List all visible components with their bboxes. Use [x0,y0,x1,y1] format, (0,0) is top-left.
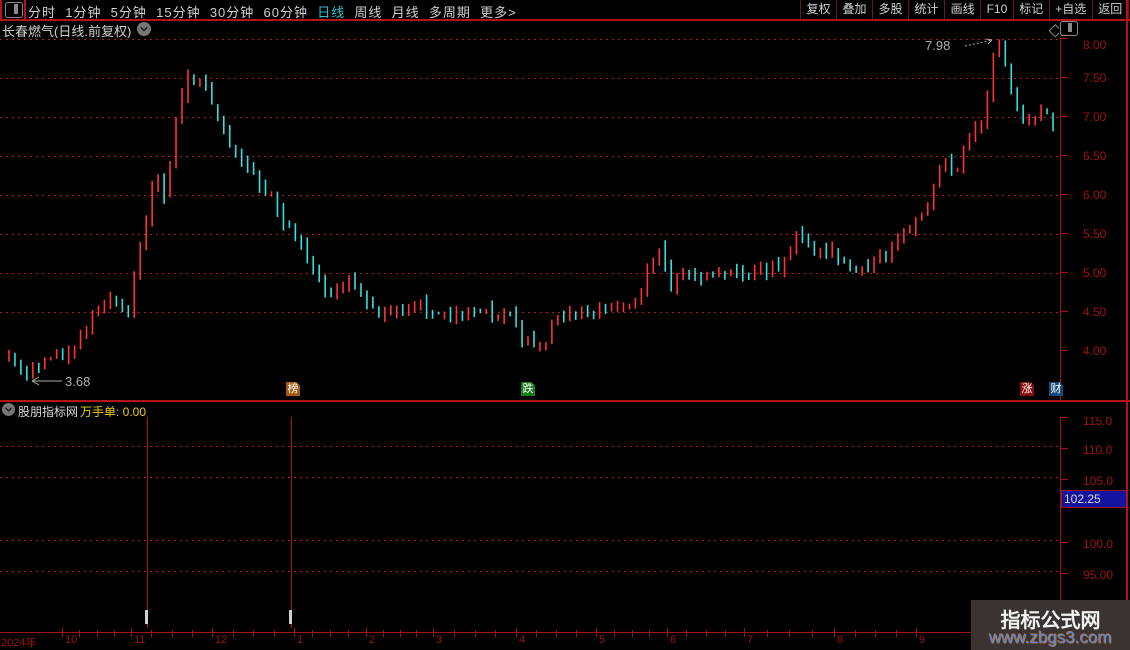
svg-text:3.68: 3.68 [65,374,90,389]
svg-text:7.98: 7.98 [925,38,950,53]
